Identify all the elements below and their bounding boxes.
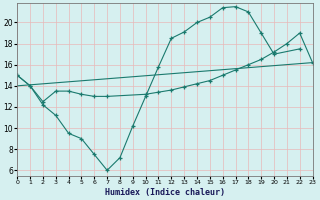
- X-axis label: Humidex (Indice chaleur): Humidex (Indice chaleur): [105, 188, 225, 197]
